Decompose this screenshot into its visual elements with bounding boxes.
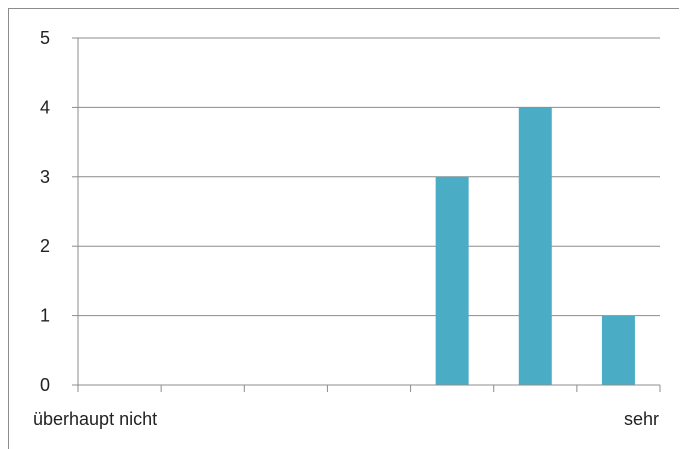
x-axis <box>77 38 661 392</box>
bar <box>518 107 552 386</box>
y-tick-label: 5 <box>40 28 50 48</box>
y-tick-label: 3 <box>40 167 50 187</box>
y-tick-label: 4 <box>40 97 50 117</box>
x-category-label: sehr <box>624 409 659 429</box>
y-tick-label: 0 <box>40 375 50 395</box>
x-category-label: überhaupt nicht <box>33 409 157 429</box>
y-tick-label: 1 <box>40 306 50 326</box>
bars <box>435 107 635 386</box>
bar <box>435 176 469 385</box>
chart-frame <box>8 8 679 449</box>
x-axis-labels: überhaupt nicht sehr <box>33 409 659 429</box>
bar <box>601 315 635 385</box>
y-tick-label: 2 <box>40 236 50 256</box>
gridlines <box>78 37 660 317</box>
y-axis-ticks: 0 1 2 3 4 5 <box>40 28 78 395</box>
